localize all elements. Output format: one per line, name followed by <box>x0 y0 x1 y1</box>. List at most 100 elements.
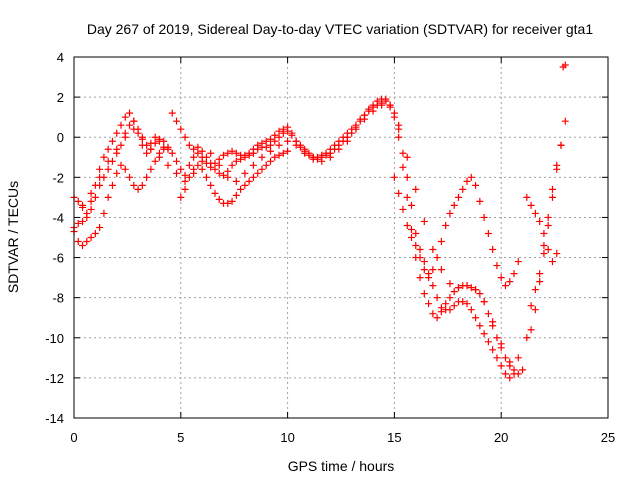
x-tick-label: 10 <box>280 430 294 445</box>
data-point <box>130 181 138 189</box>
data-point <box>553 250 561 258</box>
data-point <box>185 173 193 181</box>
data-point <box>493 354 501 362</box>
data-point <box>249 161 257 169</box>
data-point <box>548 258 556 266</box>
data-point <box>480 213 488 221</box>
data-point <box>472 181 480 189</box>
x-tick-label: 0 <box>70 430 77 445</box>
data-point <box>91 193 99 201</box>
data-point <box>262 161 270 169</box>
data-point <box>536 278 544 286</box>
data-point <box>433 254 441 262</box>
data-point <box>113 145 121 153</box>
data-point <box>326 153 334 161</box>
data-point <box>249 173 257 181</box>
data-point <box>412 242 420 250</box>
grid <box>74 57 608 418</box>
data-point <box>267 147 275 155</box>
data-point <box>399 205 407 213</box>
data-point <box>117 161 125 169</box>
y-tick-label: -6 <box>52 251 64 266</box>
data-point <box>164 143 172 151</box>
data-point <box>254 169 262 177</box>
data-point <box>420 290 428 298</box>
data-point <box>301 149 309 157</box>
data-point <box>416 254 424 262</box>
y-axis-label: SDTVAR / TECUs <box>5 181 21 293</box>
data-point <box>463 177 471 185</box>
data-point <box>151 139 159 147</box>
data-point <box>506 374 514 382</box>
data-point <box>446 209 454 217</box>
data-point <box>450 288 458 296</box>
data-point <box>501 354 509 362</box>
data-point <box>160 145 168 153</box>
data-point <box>416 246 424 254</box>
data-point <box>237 185 245 193</box>
data-point <box>232 177 240 185</box>
data-point <box>104 193 112 201</box>
data-point <box>309 155 317 163</box>
data-point <box>484 310 492 318</box>
data-point <box>292 141 300 149</box>
data-point <box>91 181 99 189</box>
data-point <box>284 147 292 155</box>
data-point <box>527 302 535 310</box>
data-point <box>399 163 407 171</box>
data-point <box>96 165 104 173</box>
data-point <box>395 121 403 129</box>
data-point <box>318 151 326 159</box>
data-point <box>493 262 501 270</box>
data-point <box>540 229 548 237</box>
data-point <box>241 153 249 161</box>
data-point <box>155 153 163 161</box>
data-point <box>540 250 548 258</box>
data-point <box>450 201 458 209</box>
data-point <box>113 129 121 137</box>
data-point <box>429 282 437 290</box>
plot-frame <box>73 56 609 419</box>
data-point <box>463 300 471 308</box>
data-point <box>425 274 433 282</box>
data-point <box>121 133 129 141</box>
data-point <box>232 157 240 165</box>
data-point <box>138 141 146 149</box>
data-point <box>173 169 181 177</box>
data-point <box>228 161 236 169</box>
data-point <box>420 258 428 266</box>
data-point <box>335 137 343 145</box>
x-axis-label: GPS time / hours <box>288 458 395 474</box>
data-point <box>437 304 445 312</box>
data-point <box>531 306 539 314</box>
data-point <box>241 181 249 189</box>
data-point <box>322 149 330 157</box>
data-point <box>254 145 262 153</box>
data-point <box>476 322 484 330</box>
data-point <box>108 137 116 145</box>
data-point <box>544 246 552 254</box>
data-point <box>211 189 219 197</box>
y-tick-label: -12 <box>45 371 64 386</box>
data-point <box>386 103 394 111</box>
data-point <box>275 127 283 135</box>
data-point <box>121 113 129 121</box>
data-point <box>497 362 505 370</box>
data-point <box>237 155 245 163</box>
data-point <box>87 189 95 197</box>
data-point <box>185 161 193 169</box>
data-point <box>416 274 424 282</box>
y-tick-label: -4 <box>52 210 64 225</box>
data-point <box>472 314 480 322</box>
data-point <box>245 151 253 159</box>
data-point <box>100 209 108 217</box>
data-point <box>343 129 351 137</box>
data-point <box>181 185 189 193</box>
data-point <box>433 314 441 322</box>
data-point <box>232 191 240 199</box>
data-point <box>275 133 283 141</box>
data-point <box>138 133 146 141</box>
data-point <box>228 147 236 155</box>
data-point <box>202 173 210 181</box>
data-point <box>523 193 531 201</box>
